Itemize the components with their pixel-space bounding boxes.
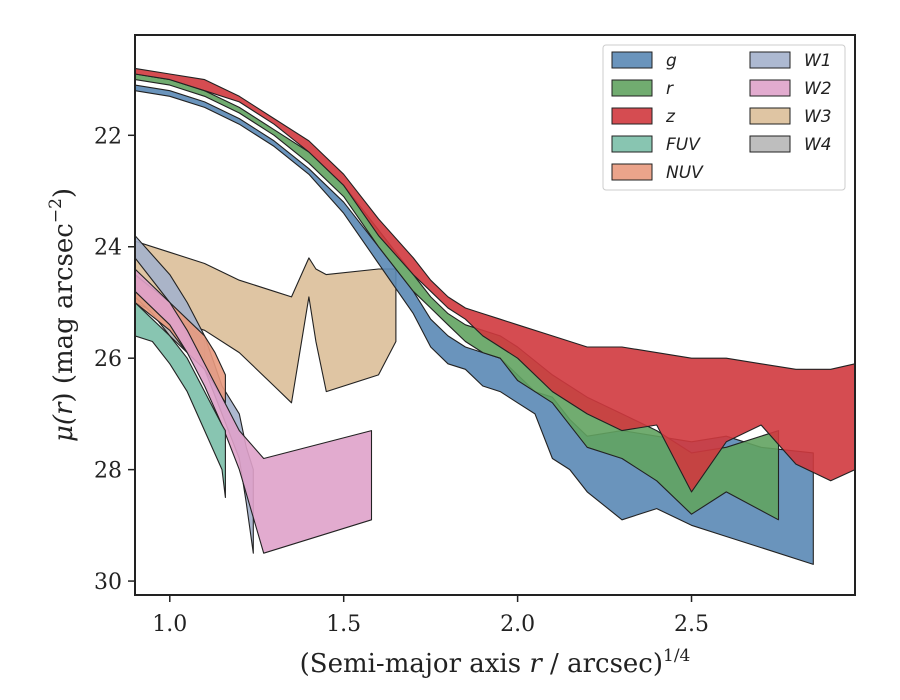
x-tick-label: 2.0: [500, 612, 535, 637]
y-ticks-group: 22 24 26 28 30: [94, 124, 135, 595]
x-tick-label: 2.5: [674, 612, 709, 637]
legend-swatch-fuv: [611, 135, 653, 153]
legend-label-w4: W4: [804, 135, 832, 155]
y-axis-label: μ(r) (mag arcsec−2): [46, 188, 79, 442]
legend-swatch-z: [611, 107, 653, 125]
legend-swatch-w1: [749, 51, 791, 69]
band-w2: [135, 268, 373, 554]
legend-swatch-g: [611, 51, 653, 69]
legend-label-z: z: [665, 107, 676, 127]
y-tick-label: 26: [94, 347, 122, 372]
legend-swatch-w2: [749, 79, 791, 97]
y-label-mu: μ(: [49, 414, 79, 442]
legend-label-w3: W3: [804, 107, 832, 127]
y-tick-label: 30: [94, 570, 122, 595]
legend-label-g: g: [666, 51, 677, 71]
x-axis-label: (Semi-major axis r / arcsec)1/4: [300, 646, 691, 679]
y-tick-label: 24: [94, 236, 122, 261]
x-tick-label: 1.5: [326, 612, 361, 637]
legend-swatch-w3: [749, 107, 791, 125]
band-w3: [135, 240, 397, 404]
legend-label-w1: W1: [804, 51, 832, 71]
x-label-exponent: 1/4: [663, 646, 690, 666]
x-label-prefix: (Semi-major axis: [300, 649, 530, 679]
legend-label-nuv: NUV: [666, 163, 704, 183]
legend-swatch-nuv: [611, 163, 653, 181]
bands-group: [135, 67, 855, 565]
plot-frame: [134, 34, 856, 596]
legend-label-fuv: FUV: [666, 135, 701, 155]
y-label-exponent: −2: [46, 198, 66, 223]
y-tick-label: 28: [94, 459, 122, 484]
x-ticks-group: 1.0 1.5 2.0 2.5: [152, 595, 709, 637]
y-label-close: ): [49, 188, 79, 198]
band-fuv: [135, 301, 226, 499]
legend-items: grz FUV NUV W1 W2 W3 W4: [611, 51, 832, 183]
x-label-suffix: / arcsec): [542, 649, 663, 679]
legend: grz FUV NUV W1 W2 W3 W4: [602, 44, 846, 191]
y-label-var: r: [49, 401, 79, 415]
legend-swatch-r: [611, 79, 653, 97]
legend-label-w2: W2: [804, 79, 832, 99]
legend-swatch-w4: [749, 135, 791, 153]
band-z: [135, 67, 855, 493]
y-label-rest: ) (mag arcsec: [49, 223, 79, 402]
x-label-var: r: [529, 649, 543, 679]
y-tick-label: 22: [94, 124, 122, 149]
x-tick-label: 1.0: [152, 612, 187, 637]
legend-label-r: r: [666, 79, 674, 99]
